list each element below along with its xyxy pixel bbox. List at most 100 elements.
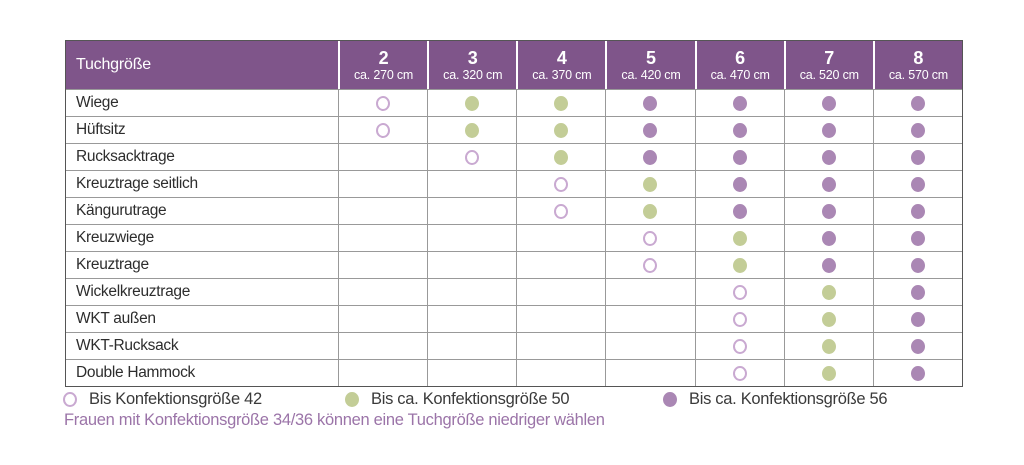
table-row: WKT außen: [66, 305, 962, 332]
dot-cell: [338, 90, 427, 116]
dot-cell: [783, 333, 873, 359]
marker-outline-circle-icon: [63, 391, 77, 407]
dot-cell: [605, 90, 694, 116]
marker-purple-dot-icon: [910, 365, 925, 381]
dot-cell: [872, 360, 962, 386]
dot-cell: [694, 225, 784, 251]
table-row: Rucksacktrage: [66, 143, 962, 170]
table-row: Wickelkreuztrage: [66, 278, 962, 305]
header-size-number: 7: [824, 48, 835, 68]
dot-cell: [605, 198, 694, 224]
marker-green-dot-icon: [821, 284, 836, 300]
dot-cell: [516, 171, 605, 197]
row-label: Double Hammock: [76, 364, 195, 381]
header-size-number: 4: [556, 48, 567, 68]
row-label: Wickelkreuztrage: [76, 283, 191, 300]
dot-cell: [338, 279, 427, 305]
marker-purple-dot-icon: [821, 149, 836, 165]
marker-purple-dot-icon: [910, 203, 925, 219]
dot-cell: [338, 306, 427, 332]
dot-cell: [516, 117, 605, 143]
dot-cell: [694, 198, 784, 224]
marker-green-dot-icon: [345, 391, 359, 407]
dot-cell: [427, 171, 516, 197]
header-size-5: 5 ca. 420 cm: [605, 41, 694, 89]
marker-outline-circle-icon: [376, 95, 391, 111]
header-size-3: 3 ca. 320 cm: [427, 41, 516, 89]
marker-green-dot-icon: [732, 230, 747, 246]
legend: Bis Konfektionsgröße 42 Bis ca. Konfektio…: [63, 388, 983, 410]
dot-cell: [427, 144, 516, 170]
header-size-number: 2: [378, 48, 389, 68]
dot-cell: [516, 90, 605, 116]
table-row: Kreuztrage: [66, 251, 962, 278]
marker-purple-dot-icon: [910, 257, 925, 273]
marker-green-dot-icon: [554, 122, 569, 138]
dot-cell: [605, 333, 694, 359]
dot-cell: [872, 306, 962, 332]
marker-purple-dot-icon: [732, 122, 747, 138]
dot-cell: [872, 333, 962, 359]
dot-cell: [694, 117, 784, 143]
dot-cell: [516, 360, 605, 386]
dot-cell: [427, 252, 516, 278]
header-size-length: ca. 470 cm: [710, 68, 770, 82]
dot-cell: [783, 198, 873, 224]
dot-cell: [605, 279, 694, 305]
dot-cell: [427, 198, 516, 224]
dot-cell: [338, 171, 427, 197]
header-size-length: ca. 570 cm: [888, 68, 948, 82]
dot-cell: [516, 333, 605, 359]
table-row: Kreuzwiege: [66, 224, 962, 251]
header-size-4: 4 ca. 370 cm: [516, 41, 605, 89]
tuchgroesse-table: Tuchgröße 2 ca. 270 cm 3 ca. 320 cm 4 ca. 370…: [65, 40, 963, 387]
table-row: Kängurutrage: [66, 197, 962, 224]
dot-cell: [605, 117, 694, 143]
dot-cell: [783, 90, 873, 116]
dot-cell: [516, 306, 605, 332]
dot-cell: [605, 144, 694, 170]
dot-cell: [516, 279, 605, 305]
marker-green-dot-icon: [821, 365, 836, 381]
marker-purple-dot-icon: [821, 122, 836, 138]
header-size-6: 6 ca. 470 cm: [694, 41, 784, 89]
header-size-8: 8 ca. 570 cm: [872, 41, 962, 89]
table-row: Hüftsitz: [66, 116, 962, 143]
marker-outline-circle-icon: [554, 176, 569, 192]
row-label: Kreuztrage: [76, 256, 149, 273]
dot-cell: [605, 306, 694, 332]
dot-cell: [872, 279, 962, 305]
dot-cell: [872, 144, 962, 170]
dot-cell: [694, 360, 784, 386]
marker-green-dot-icon: [554, 149, 569, 165]
dot-cell: [872, 198, 962, 224]
dot-cell: [694, 252, 784, 278]
dot-cell: [783, 279, 873, 305]
dot-cell: [516, 144, 605, 170]
marker-purple-dot-icon: [821, 257, 836, 273]
marker-outline-circle-icon: [376, 122, 391, 138]
dot-cell: [427, 306, 516, 332]
legend-label: Bis ca. Konfektionsgröße 56: [689, 389, 888, 408]
marker-purple-dot-icon: [732, 176, 747, 192]
dot-cell: [338, 225, 427, 251]
header-size-length: ca. 370 cm: [532, 68, 592, 82]
dot-cell: [338, 360, 427, 386]
header-size-number: 5: [645, 48, 656, 68]
marker-purple-dot-icon: [910, 176, 925, 192]
marker-purple-dot-icon: [910, 311, 925, 327]
table-row: Double Hammock: [66, 359, 962, 386]
marker-purple-dot-icon: [643, 95, 658, 111]
dot-cell: [783, 225, 873, 251]
dot-cell: [338, 333, 427, 359]
marker-purple-dot-icon: [910, 230, 925, 246]
marker-outline-circle-icon: [732, 284, 747, 300]
dot-cell: [427, 90, 516, 116]
marker-outline-circle-icon: [643, 257, 658, 273]
marker-purple-dot-icon: [732, 95, 747, 111]
marker-purple-dot-icon: [910, 338, 925, 354]
marker-outline-circle-icon: [732, 365, 747, 381]
header-size-length: ca. 320 cm: [443, 68, 503, 82]
legend-item: Bis ca. Konfektionsgröße 50: [345, 388, 570, 410]
